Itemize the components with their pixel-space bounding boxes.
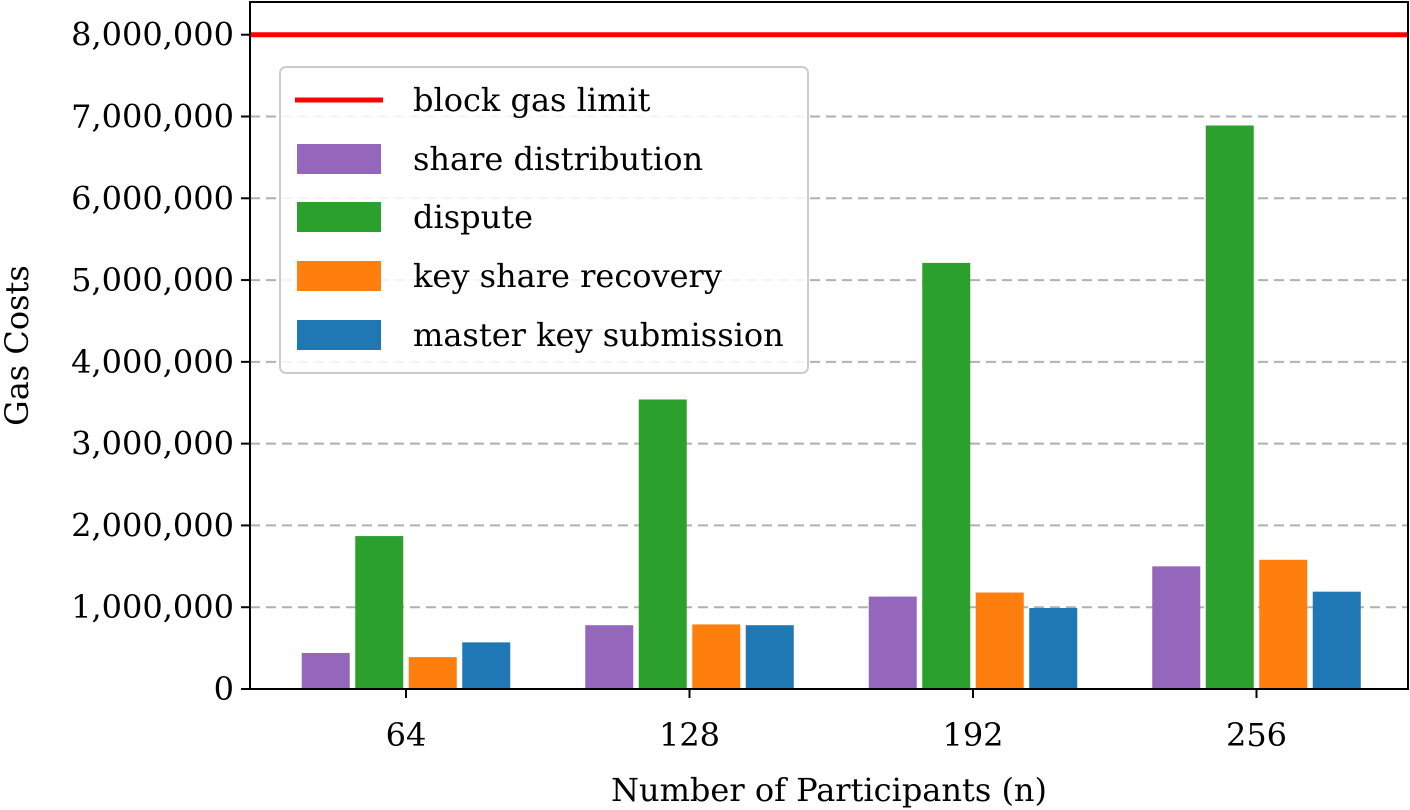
y-tick-label: 4,000,000 — [71, 343, 234, 381]
y-tick-label: 8,000,000 — [71, 16, 234, 54]
bar-dispute — [1205, 125, 1254, 689]
y-tick-label: 2,000,000 — [71, 506, 234, 544]
bar-key-share-recovery — [975, 592, 1024, 689]
legend-label: dispute — [413, 198, 533, 236]
bar-dispute — [638, 399, 687, 689]
bar-key-share-recovery — [408, 657, 457, 689]
bar-master-key-submission — [462, 642, 511, 689]
bar-dispute — [355, 536, 404, 689]
bar-share-distribution — [1152, 566, 1201, 689]
x-tick-label: 256 — [1226, 716, 1287, 754]
y-axis-title: Gas Costs — [0, 265, 36, 426]
legend-label: share distribution — [413, 140, 703, 178]
y-tick-label: 5,000,000 — [71, 261, 234, 299]
bar-share-distribution — [585, 625, 634, 689]
x-axis-ticks: 64 128 192 256 — [386, 689, 1287, 754]
bars — [301, 125, 1361, 689]
y-tick-label: 3,000,000 — [71, 425, 234, 463]
legend-swatch — [297, 202, 381, 232]
x-axis-title: Number of Participants (n) — [611, 771, 1047, 809]
y-axis-ticks: 0 1,000,000 2,000,000 3,000,000 4,000,000 5,0… — [71, 16, 250, 708]
bar-share-distribution — [868, 596, 917, 689]
bar-key-share-recovery — [692, 624, 741, 689]
legend-label: master key submission — [413, 316, 784, 354]
legend-label: block gas limit — [413, 81, 651, 119]
bar-share-distribution — [301, 653, 350, 689]
legend-label: key share recovery — [413, 257, 722, 295]
legend-box — [279, 66, 809, 374]
legend-swatch — [297, 144, 381, 174]
legend: block gas limit share distribution dispute… — [279, 66, 809, 374]
legend-swatch — [297, 261, 381, 291]
x-tick-label: 128 — [659, 716, 720, 754]
bar-master-key-submission — [1029, 608, 1078, 689]
plot-frame — [249, 1, 1409, 690]
y-tick-label: 6,000,000 — [71, 179, 234, 217]
bar-master-key-submission — [745, 625, 794, 689]
y-tick-label: 1,000,000 — [71, 588, 234, 626]
x-tick-label: 64 — [386, 716, 427, 754]
bar-master-key-submission — [1312, 591, 1361, 689]
y-tick-label: 7,000,000 — [71, 98, 234, 136]
bar-key-share-recovery — [1259, 559, 1308, 689]
bar-dispute — [922, 262, 971, 689]
x-tick-label: 192 — [942, 716, 1003, 754]
legend-swatch — [297, 320, 381, 350]
y-tick-label: 0 — [214, 670, 234, 708]
